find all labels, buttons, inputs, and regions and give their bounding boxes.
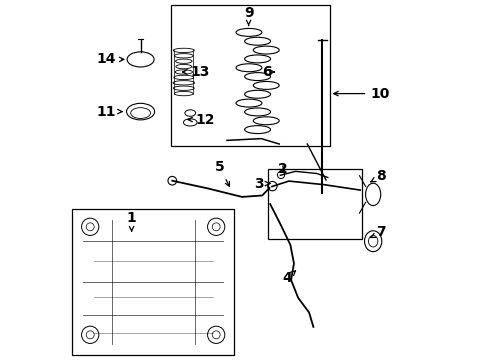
Text: 2: 2 xyxy=(278,162,288,176)
Text: 11: 11 xyxy=(97,105,122,118)
Text: 8: 8 xyxy=(371,170,386,183)
Text: 12: 12 xyxy=(188,113,215,126)
Text: 4: 4 xyxy=(283,271,295,285)
Text: 6: 6 xyxy=(262,65,274,79)
Text: 3: 3 xyxy=(254,177,270,190)
Text: 13: 13 xyxy=(183,65,210,79)
Text: 5: 5 xyxy=(215,161,229,186)
Text: 14: 14 xyxy=(97,53,124,66)
Text: 10: 10 xyxy=(334,87,390,100)
Text: 1: 1 xyxy=(127,211,137,231)
Text: 7: 7 xyxy=(371,225,386,239)
Text: 9: 9 xyxy=(244,6,253,25)
